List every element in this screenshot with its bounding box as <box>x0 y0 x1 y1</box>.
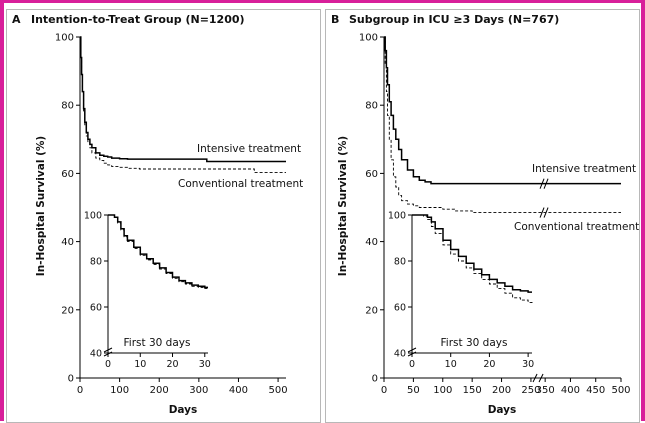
panel-a-y-tick-label: 60 <box>61 169 74 180</box>
panel-b-x-tick-label: 250 <box>521 385 540 396</box>
panel-b-x-tick-label: 400 <box>561 385 580 396</box>
panel-b-letter: B <box>331 13 339 26</box>
panel-b-y-tick-label: 80 <box>365 101 378 112</box>
panel-b-inset-conventional-curve <box>412 214 533 305</box>
panel-b-label-intensive: Intensive treatment <box>532 163 636 175</box>
panel-b-x-tick-label: 0 <box>381 385 387 396</box>
panel-a-x-tick-label: 400 <box>229 385 248 396</box>
panel-a-inset-x-tick-label: 30 <box>199 359 211 370</box>
panel-b-title: Subgroup in ICU ≥3 Days (N=767) <box>349 13 559 26</box>
panel-b-axis-break-mark <box>532 373 538 383</box>
panel-a-x-tick-label: 100 <box>110 385 129 396</box>
panel-a-inset-axis-break-mark <box>103 351 113 357</box>
panel-b-inset-y-tick-label: 60 <box>394 303 406 314</box>
panel-a-label-intensive: Intensive treatment <box>197 143 301 155</box>
panel-b-y-tick-label: 100 <box>359 33 378 44</box>
panel-a-inset-conventional-curve <box>108 214 208 290</box>
panel-b-y-tick-label: 40 <box>365 237 378 248</box>
panel-b-inset-axis-break-mark <box>407 347 417 353</box>
panel-a-x-tick-label: 0 <box>77 385 83 396</box>
panel-b-series-break-mark <box>539 207 545 218</box>
panel-b-inset-y-tick-label: 100 <box>388 211 406 222</box>
panel-b-inset-axis-break-mark <box>407 351 417 357</box>
panel-b-x-tick-label: 200 <box>492 385 511 396</box>
panel-a-background <box>6 9 321 423</box>
panel-b-label-conventional: Conventional treatment <box>514 221 639 233</box>
panel-b-background <box>325 9 640 423</box>
panel-a-intensive-curve <box>80 36 286 163</box>
panel-a-label-conventional: Conventional treatment <box>178 178 303 190</box>
panel-b-conventional-curve <box>384 36 621 214</box>
panel-a-title: Intention-to-Treat Group (N=1200) <box>31 13 245 26</box>
panel-a: A Intention-to-Treat Group (N=1200) In-H… <box>12 13 303 416</box>
panel-b-y-tick-label: 0 <box>372 374 378 385</box>
panel-a-inset-y-tick-label: 100 <box>84 211 102 222</box>
panel-b-x-tick-label: 50 <box>407 385 420 396</box>
panel-a-y-axis-label: In-Hospital Survival (%) <box>35 136 47 276</box>
panel-b-y-axis-label: In-Hospital Survival (%) <box>337 136 349 276</box>
panel-a-x-tick-label: 300 <box>189 385 208 396</box>
panel-a-inset-axis-break-mark <box>103 347 113 353</box>
panel-b-inset-x-tick-label: 20 <box>483 359 495 370</box>
panel-b-x-axis-label: Days <box>488 404 517 416</box>
panel-a-y-tick-label: 80 <box>61 101 74 112</box>
panel-b-y-tick-label: 20 <box>365 305 378 316</box>
panel-a-inset-x-tick-label: 0 <box>105 359 111 370</box>
panel-a-inset-y-tick-label: 40 <box>90 349 102 360</box>
panel-b-inset-x-label: First 30 days <box>441 337 508 349</box>
panel-b-axis-break-mark <box>538 373 544 383</box>
panel-b-x-tick-label: 150 <box>463 385 482 396</box>
panel-a-y-tick-label: 0 <box>68 374 74 385</box>
panel-b-inset-y-tick-label: 40 <box>394 349 406 360</box>
panel-a-inset-x-tick-label: 10 <box>134 359 146 370</box>
panel-b-inset-x-tick-label: 0 <box>409 359 415 370</box>
panel-b-inset-x-tick-label: 10 <box>445 359 457 370</box>
panel-a-inset-x-label: First 30 days <box>124 337 191 349</box>
panel-b-y-tick-label: 60 <box>365 169 378 180</box>
panel-b: B Subgroup in ICU ≥3 Days (N=767) In-Hos… <box>331 13 639 416</box>
panel-b-x-tick-label: 500 <box>611 385 630 396</box>
panel-a-y-tick-label: 20 <box>61 305 74 316</box>
panel-a-y-tick-label: 40 <box>61 237 74 248</box>
panel-b-intensive-curve <box>384 36 621 185</box>
panel-a-x-tick-label: 200 <box>150 385 169 396</box>
panel-a-x-axis-label: Days <box>169 404 198 416</box>
panel-a-letter: A <box>12 13 21 26</box>
panel-a-y-tick-label: 100 <box>55 33 74 44</box>
panel-b-inset-y-tick-label: 80 <box>394 257 406 268</box>
panel-b-x-tick-label: 350 <box>536 385 555 396</box>
panel-a-inset-intensive-curve <box>108 214 208 289</box>
panel-a-inset-y-tick-label: 80 <box>90 257 102 268</box>
panel-b-x-tick-label: 100 <box>433 385 452 396</box>
panel-a-inset-y-tick-label: 60 <box>90 303 102 314</box>
panel-a-x-tick-label: 500 <box>269 385 288 396</box>
panel-b-x-tick-label: 450 <box>586 385 605 396</box>
panel-a-conventional-curve <box>80 36 286 173</box>
panel-b-inset-x-tick-label: 30 <box>522 359 534 370</box>
panel-a-inset-x-tick-label: 20 <box>166 359 178 370</box>
